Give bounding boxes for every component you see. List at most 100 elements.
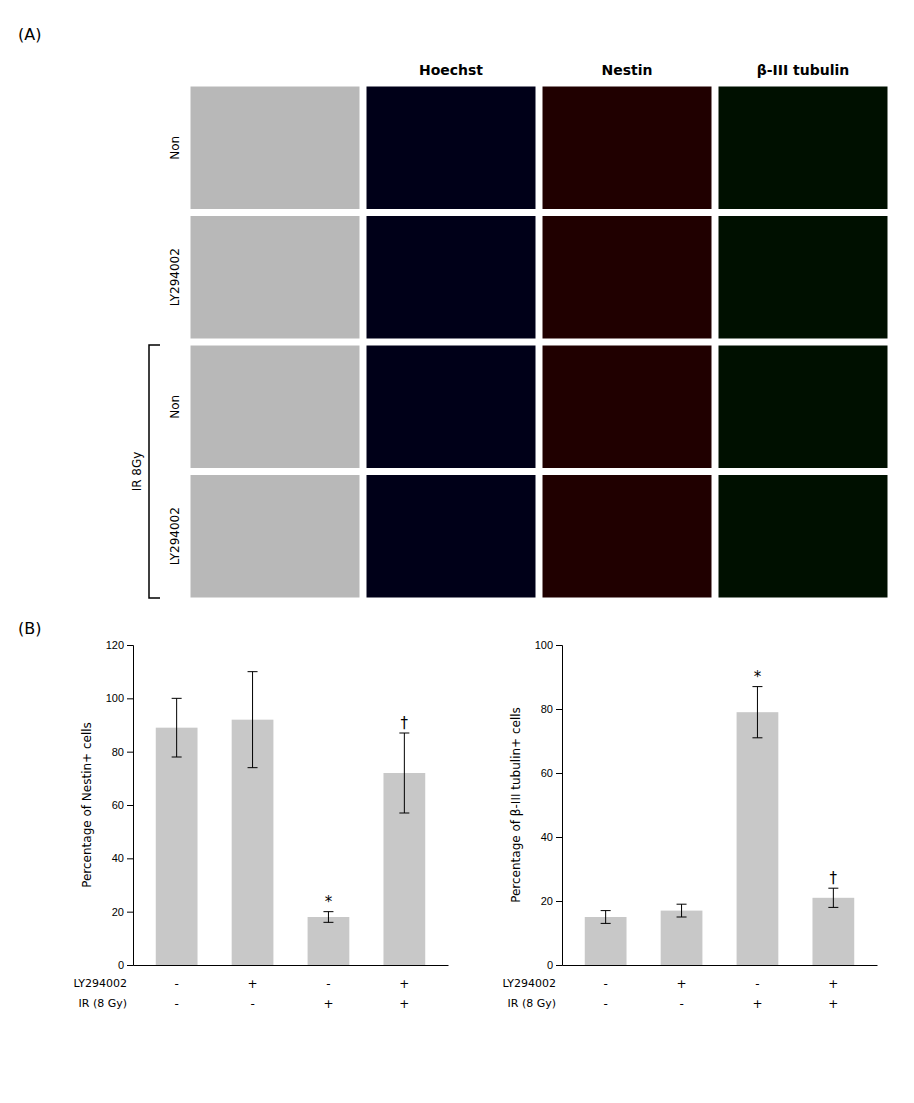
y-tick-label: 20 bbox=[112, 906, 124, 918]
x-tick-label: - bbox=[755, 977, 759, 991]
y-tick: 120 bbox=[106, 639, 133, 651]
y-tick: 40 bbox=[541, 831, 562, 843]
x-axis bbox=[134, 965, 449, 966]
y-tick-mark bbox=[127, 645, 133, 646]
error-bar bbox=[601, 911, 611, 924]
x-tick-label: - bbox=[679, 997, 683, 1011]
x-tick-label: - bbox=[603, 997, 607, 1011]
x-tick-label: - bbox=[326, 977, 330, 991]
column-header: Nestin bbox=[601, 62, 652, 78]
row-label: Non bbox=[168, 136, 182, 160]
error-bar bbox=[828, 888, 838, 907]
bar-chart: 0 20 40 60 80 100 120 bbox=[106, 639, 449, 971]
figure: (A) Hoechst Nestin β-III tubulin Non LY294002… bbox=[0, 0, 914, 1103]
plot-area bbox=[156, 672, 425, 965]
annotation: * bbox=[325, 893, 333, 911]
y-axis: 020406080100 bbox=[535, 639, 563, 971]
error-bar bbox=[172, 698, 182, 757]
x-row-name: LY294002 bbox=[74, 977, 127, 990]
bar bbox=[156, 728, 198, 965]
bar-chart: 020406080100 bbox=[535, 639, 878, 971]
image-cell bbox=[366, 475, 536, 599]
image-cell bbox=[190, 475, 360, 599]
x-row-name: LY294002 bbox=[503, 977, 556, 990]
panel-label: (A) bbox=[18, 25, 41, 44]
error-bar bbox=[752, 687, 762, 738]
x-row-name: IR (8 Gy) bbox=[79, 997, 128, 1010]
plot-area bbox=[585, 687, 854, 965]
error-bar bbox=[677, 904, 687, 917]
row-label: Non bbox=[168, 395, 182, 419]
bar bbox=[737, 712, 779, 965]
y-tick-label: 40 bbox=[112, 852, 124, 864]
image-cell bbox=[190, 86, 360, 210]
y-tick-mark bbox=[127, 858, 133, 859]
x-tick-label: + bbox=[248, 977, 258, 991]
y-tick-mark bbox=[556, 709, 562, 710]
y-tick-mark bbox=[127, 805, 133, 806]
image-cell bbox=[190, 345, 360, 469]
x-tick-label: - bbox=[250, 997, 254, 1011]
y-axis-line bbox=[556, 646, 563, 966]
bar bbox=[661, 911, 703, 965]
image-cell bbox=[542, 86, 712, 210]
y-axis: 0 20 40 60 80 100 120 bbox=[106, 639, 134, 971]
x-tick-label: + bbox=[399, 977, 409, 991]
x-tick-label: + bbox=[752, 997, 762, 1011]
y-tick-label: 60 bbox=[112, 799, 124, 811]
y-tick-mark bbox=[556, 901, 562, 902]
y-axis-line bbox=[127, 646, 134, 966]
x-tick-label: + bbox=[323, 997, 333, 1011]
x-axis bbox=[563, 965, 878, 966]
y-tick-mark bbox=[127, 912, 133, 913]
image-cell bbox=[366, 216, 536, 340]
image-cell bbox=[542, 475, 712, 599]
y-tick: 0 bbox=[118, 959, 133, 971]
image-grid bbox=[190, 86, 888, 598]
x-tick-label: + bbox=[677, 977, 687, 991]
y-tick-mark bbox=[556, 965, 562, 966]
y-tick-label: 40 bbox=[541, 831, 553, 843]
y-tick-label: 20 bbox=[541, 895, 553, 907]
image-cell bbox=[718, 345, 888, 469]
x-tick-label: - bbox=[174, 977, 178, 991]
y-tick: 0 bbox=[547, 959, 562, 971]
x-tick-label: + bbox=[399, 997, 409, 1011]
image-cell bbox=[718, 86, 888, 210]
y-tick-mark bbox=[127, 698, 133, 699]
bracket-line bbox=[149, 345, 160, 598]
annotation: † bbox=[401, 714, 409, 732]
image-cell bbox=[190, 216, 360, 340]
column-header: Hoechst bbox=[419, 62, 483, 78]
bar bbox=[308, 917, 350, 965]
row-label: LY294002 bbox=[168, 507, 182, 565]
x-axis-line bbox=[134, 965, 449, 966]
y-tick: 20 bbox=[541, 895, 562, 907]
y-tick-label: 100 bbox=[106, 692, 124, 704]
y-tick-label: 80 bbox=[112, 746, 124, 758]
y-tick: 100 bbox=[106, 692, 133, 704]
y-tick-label: 120 bbox=[106, 639, 124, 651]
panel-label: (B) bbox=[18, 619, 41, 638]
y-tick-mark bbox=[556, 645, 562, 646]
y-tick: 40 bbox=[112, 852, 133, 864]
y-tick-mark bbox=[556, 837, 562, 838]
y-tick-mark bbox=[556, 773, 562, 774]
error-bar bbox=[399, 733, 409, 813]
row-label: LY294002 bbox=[168, 248, 182, 306]
y-tick: 60 bbox=[541, 767, 562, 779]
image-cell bbox=[718, 216, 888, 340]
y-tick: 80 bbox=[541, 703, 562, 715]
bracket bbox=[149, 345, 160, 598]
image-cell bbox=[542, 216, 712, 340]
column-header: β-III tubulin bbox=[757, 62, 850, 78]
bracket-label: IR 8Gy bbox=[130, 452, 144, 492]
x-tick-label: - bbox=[174, 997, 178, 1011]
y-tick-mark bbox=[127, 752, 133, 753]
x-tick-label: + bbox=[828, 997, 838, 1011]
x-tick-label: - bbox=[603, 977, 607, 991]
y-tick: 20 bbox=[112, 906, 133, 918]
y-tick-label: 0 bbox=[547, 959, 553, 971]
y-tick-label: 80 bbox=[541, 703, 553, 715]
image-cell bbox=[718, 475, 888, 599]
